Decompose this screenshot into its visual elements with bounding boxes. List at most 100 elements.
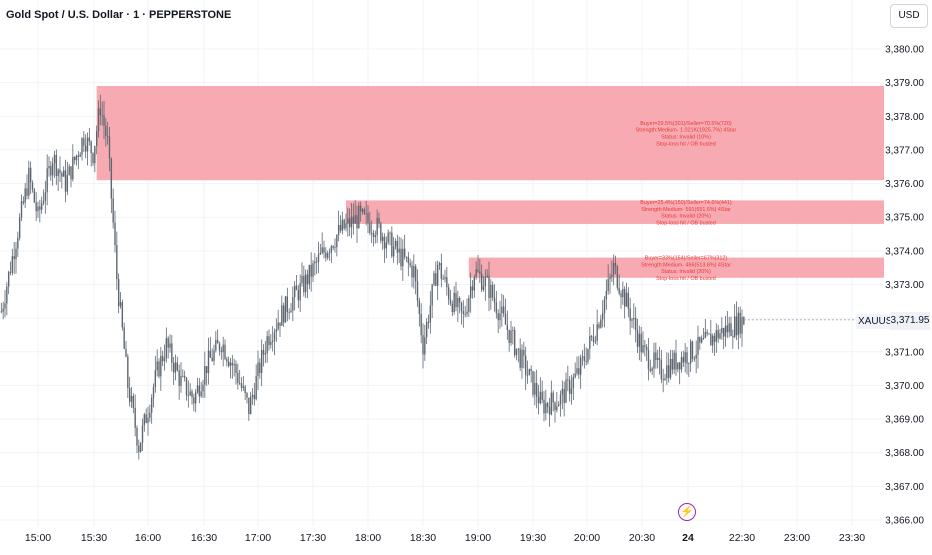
candle-body bbox=[112, 198, 114, 223]
candle-body bbox=[273, 332, 276, 341]
candle-body bbox=[675, 352, 677, 370]
candle-body bbox=[167, 338, 169, 348]
time-axis[interactable]: 15:00 15:30 16:00 16:30 17:00 17:30 18:00 18:30… bbox=[25, 532, 865, 544]
x-tick-label: 17:00 bbox=[245, 532, 271, 544]
zone-annotation: Stop-loss hit / OB busted bbox=[656, 220, 716, 226]
candle-body bbox=[196, 385, 199, 393]
candle-body bbox=[638, 333, 641, 347]
candle-body bbox=[576, 368, 578, 374]
candle-body bbox=[363, 209, 366, 214]
candle-body bbox=[106, 135, 109, 137]
candle-body bbox=[7, 271, 10, 287]
candle-body bbox=[2, 308, 4, 312]
candle-body bbox=[176, 362, 179, 371]
candle-body bbox=[28, 167, 30, 196]
candle-body bbox=[238, 383, 241, 384]
candle-body bbox=[249, 396, 252, 415]
candle-body bbox=[330, 246, 333, 253]
x-tick-label: 15:30 bbox=[81, 532, 107, 544]
x-tick-label: 24 bbox=[682, 532, 694, 544]
candle-body bbox=[90, 141, 92, 154]
candle-body bbox=[293, 285, 296, 298]
x-tick-label: 18:30 bbox=[410, 532, 436, 544]
candle-body bbox=[583, 356, 586, 361]
candle-body bbox=[299, 283, 301, 301]
candle-body bbox=[466, 311, 468, 314]
candle-body bbox=[226, 358, 228, 362]
candle-body bbox=[554, 402, 556, 411]
candle-body bbox=[557, 404, 560, 407]
candle-body bbox=[97, 108, 100, 132]
candle-body bbox=[532, 371, 534, 395]
candle-body bbox=[387, 232, 389, 243]
candle-body bbox=[150, 397, 153, 413]
candle-body bbox=[139, 442, 142, 452]
candle-body bbox=[464, 313, 466, 315]
candle-body bbox=[556, 406, 558, 411]
candle-body bbox=[721, 327, 723, 334]
candle-body bbox=[700, 338, 703, 343]
candle-body bbox=[651, 368, 653, 371]
x-tick-label: 18:00 bbox=[355, 532, 381, 544]
candle-body bbox=[187, 395, 190, 397]
candle-body bbox=[20, 201, 23, 218]
candle-body bbox=[257, 362, 259, 376]
x-tick-label: 22:30 bbox=[729, 532, 755, 544]
candle-body bbox=[422, 335, 424, 355]
candle-body bbox=[504, 313, 507, 325]
candle-body bbox=[319, 252, 322, 255]
candle-body bbox=[334, 247, 336, 249]
candle-body bbox=[315, 261, 318, 263]
candle-body bbox=[138, 445, 140, 452]
candle-body bbox=[73, 156, 76, 161]
candle-body bbox=[497, 313, 499, 321]
lightning-icon[interactable]: ⚡ bbox=[678, 503, 696, 521]
candle-body bbox=[708, 333, 710, 335]
candle-body bbox=[279, 322, 281, 326]
candle-body bbox=[233, 364, 235, 366]
candle-body bbox=[160, 355, 162, 377]
candle-body bbox=[515, 348, 518, 356]
x-tick-label: 15:00 bbox=[25, 532, 51, 544]
candle-body bbox=[411, 265, 413, 278]
candle-body bbox=[601, 313, 604, 320]
candle-body bbox=[699, 336, 701, 343]
y-tick-label: 3,375.00 bbox=[885, 213, 924, 224]
candle-body bbox=[295, 285, 298, 291]
candle-body bbox=[435, 273, 437, 286]
last-price-label: 3,371.95 bbox=[890, 312, 930, 330]
candle-body bbox=[64, 170, 67, 192]
candle-body bbox=[644, 345, 646, 347]
candle-body bbox=[57, 169, 59, 176]
candle-body bbox=[618, 287, 620, 294]
price-axis[interactable]: 3,366.00 3,367.00 3,368.00 3,369.00 3,370.00… bbox=[885, 45, 924, 527]
candle-body bbox=[348, 218, 351, 228]
candlestick-series bbox=[0, 94, 884, 460]
candle-body bbox=[640, 333, 642, 353]
candle-body bbox=[297, 290, 300, 301]
candle-body bbox=[689, 341, 692, 364]
candle-body bbox=[484, 277, 487, 287]
candle-body bbox=[568, 379, 571, 394]
candle-body bbox=[44, 192, 47, 201]
zone-annotation: Status: Invalid (20%) bbox=[661, 214, 711, 220]
currency-selector[interactable]: USD bbox=[890, 4, 928, 28]
candle-body bbox=[303, 275, 305, 293]
candle-body bbox=[158, 361, 160, 377]
candle-body bbox=[482, 286, 485, 290]
candle-body bbox=[94, 146, 96, 164]
candle-body bbox=[13, 256, 15, 260]
candle-body bbox=[143, 414, 146, 426]
candle-body bbox=[636, 330, 639, 347]
candle-body bbox=[594, 340, 597, 342]
candle-body bbox=[193, 397, 195, 404]
candle-body bbox=[81, 138, 83, 155]
candle-body bbox=[350, 216, 353, 228]
candle-body bbox=[310, 264, 312, 277]
candle-body bbox=[394, 240, 397, 247]
candle-body bbox=[218, 343, 221, 351]
candle-body bbox=[686, 352, 688, 364]
candle-body bbox=[68, 166, 70, 176]
